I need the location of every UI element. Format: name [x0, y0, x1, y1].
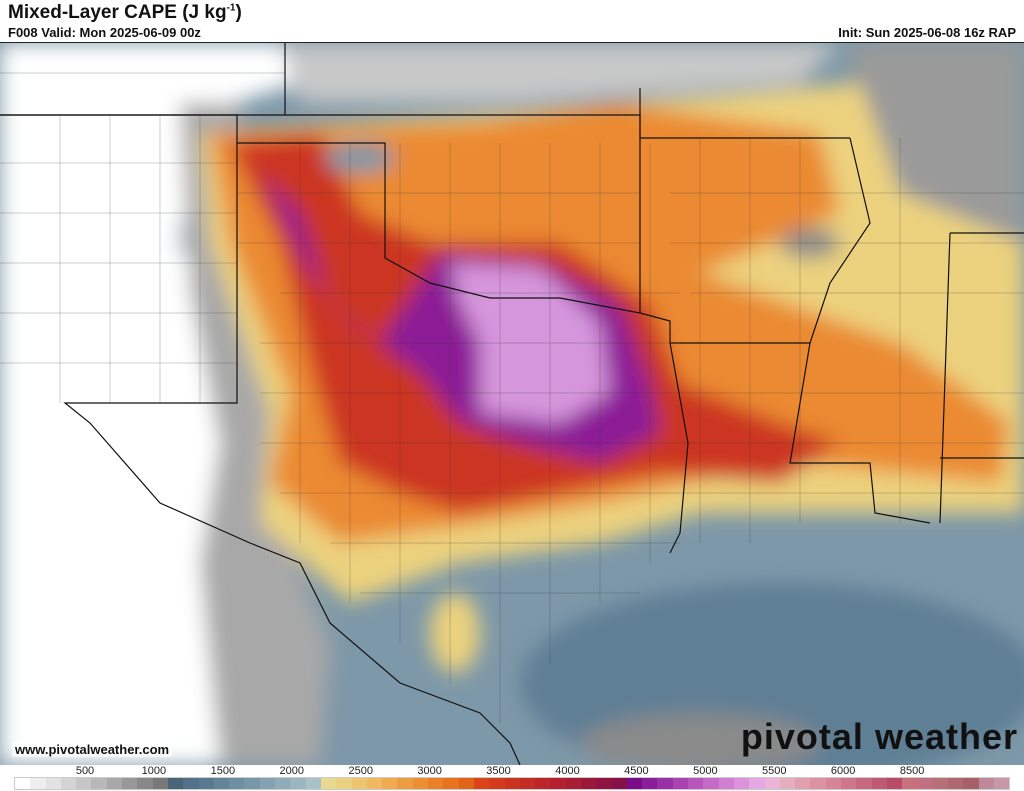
colorbar-tick-label: 4500: [624, 765, 649, 777]
colorbar-tick-label: 500: [75, 765, 95, 777]
colorbar: [14, 777, 1010, 790]
map-title: Mixed-Layer CAPE (J kg-1): [8, 2, 242, 24]
colorbar-swatch: [91, 778, 107, 789]
colorbar-swatch: [749, 778, 765, 789]
colorbar-swatch: [458, 778, 474, 789]
colorbar-swatch: [336, 778, 352, 789]
colorbar-swatch: [382, 778, 398, 789]
colorbar-swatch: [902, 778, 918, 789]
colorbar-swatch: [642, 778, 658, 789]
colorbar-swatch: [733, 778, 750, 789]
colorbar-swatch: [871, 778, 887, 789]
colorbar-swatch: [30, 778, 46, 789]
colorbar-swatch: [657, 778, 673, 789]
pivotal-weather-logo: pivotal weather: [740, 716, 1018, 757]
colorbar-swatch: [198, 778, 214, 789]
colorbar-swatch: [672, 778, 689, 789]
colorbar-swatch: [106, 778, 123, 789]
colorbar-swatch: [550, 778, 566, 789]
valid-time: F008 Valid: Mon 2025-06-09 00z: [8, 25, 201, 40]
colorbar-swatch: [810, 778, 826, 789]
colorbar-swatch: [351, 778, 367, 789]
colorbar-swatch: [535, 778, 551, 789]
website-url[interactable]: www.pivotalweather.com: [12, 742, 173, 757]
colorbar-swatch: [963, 778, 979, 789]
colorbar-swatch: [565, 778, 581, 789]
colorbar-swatch: [229, 778, 245, 789]
colorbar-swatch: [183, 778, 199, 789]
colorbar-swatch: [15, 778, 31, 789]
colorbar-tick-label: 8500: [899, 765, 925, 777]
colorbar-swatch: [841, 778, 857, 789]
colorbar-tick-label: 1000: [141, 765, 167, 777]
colorbar-swatch: [213, 778, 230, 789]
colorbar-swatch: [137, 778, 153, 789]
colorbar-swatch: [167, 778, 184, 789]
yellow-patch-south: [430, 593, 480, 673]
colorbar-swatch: [244, 778, 260, 789]
gray-region-west: [180, 103, 330, 765]
colorbar-swatch: [305, 778, 321, 789]
colorbar-swatch: [290, 778, 306, 789]
colorbar-tick-label: 2500: [348, 765, 373, 777]
blue-patch-kansas: [325, 143, 395, 173]
colorbar-swatch: [45, 778, 61, 789]
colorbar-swatch: [76, 778, 92, 789]
colorbar-swatch: [152, 778, 168, 789]
colorbar-swatch: [886, 778, 903, 789]
colorbar-tick-label: 4000: [555, 765, 580, 777]
county-borders: [0, 72, 1024, 723]
colorbar-swatch: [978, 778, 994, 789]
colorbar-swatch: [366, 778, 383, 789]
colorbar-tick-label: 3500: [486, 765, 511, 777]
colorbar-swatch: [825, 778, 842, 789]
colorbar-swatch: [948, 778, 964, 789]
colorbar-swatch: [473, 778, 490, 789]
colorbar-tick-label: 6000: [830, 765, 856, 777]
colorbar-swatch: [994, 778, 1010, 789]
colorbar-swatch: [856, 778, 872, 789]
colorbar-swatch: [443, 778, 459, 789]
state-borders: [0, 43, 1024, 765]
colorbar-swatch: [320, 778, 337, 789]
cape-map[interactable]: [0, 42, 1024, 765]
gray-patch-gulf: [580, 713, 820, 765]
colorbar-swatch: [611, 778, 627, 789]
colorbar-swatch: [703, 778, 719, 789]
colorbar-swatch: [932, 778, 949, 789]
colorbar-swatch: [428, 778, 444, 789]
gray-region-north: [280, 43, 840, 103]
colorbar-swatch: [519, 778, 536, 789]
colorbar-swatch: [718, 778, 734, 789]
colorbar-tick-label: 1500: [210, 765, 236, 777]
colorbar-swatch: [60, 778, 77, 789]
title-end: ): [235, 2, 242, 23]
colorbar-swatch: [688, 778, 704, 789]
colorbar-tick-label: 5000: [693, 765, 718, 777]
title-superscript: -1: [226, 2, 236, 14]
colorbar-swatch: [596, 778, 612, 789]
colorbar-swatch: [259, 778, 276, 789]
colorbar-swatch: [626, 778, 643, 789]
colorbar-swatch: [122, 778, 138, 789]
colorbar-swatch: [275, 778, 291, 789]
colorbar-swatch: [489, 778, 505, 789]
title-text: Mixed-Layer CAPE (J kg: [8, 2, 227, 23]
colorbar-tick-label: 5500: [762, 765, 787, 777]
colorbar-swatch: [504, 778, 520, 789]
colorbar-tick-label: 3000: [417, 765, 442, 777]
colorbar-swatch: [917, 778, 933, 789]
colorbar-ticks: 500 1000 1500 2000 2500 3000 3500 4000 4500 5000 5…: [14, 765, 1010, 777]
colorbar-tick-label: 2000: [279, 765, 305, 777]
colorbar-swatch: [580, 778, 597, 789]
colorbar-swatch: [779, 778, 796, 789]
colorbar-swatch: [795, 778, 811, 789]
colorbar-swatch: [764, 778, 780, 789]
init-time: Init: Sun 2025-06-08 16z RAP: [838, 25, 1016, 40]
colorbar-swatch: [397, 778, 413, 789]
colorbar-swatch: [412, 778, 429, 789]
